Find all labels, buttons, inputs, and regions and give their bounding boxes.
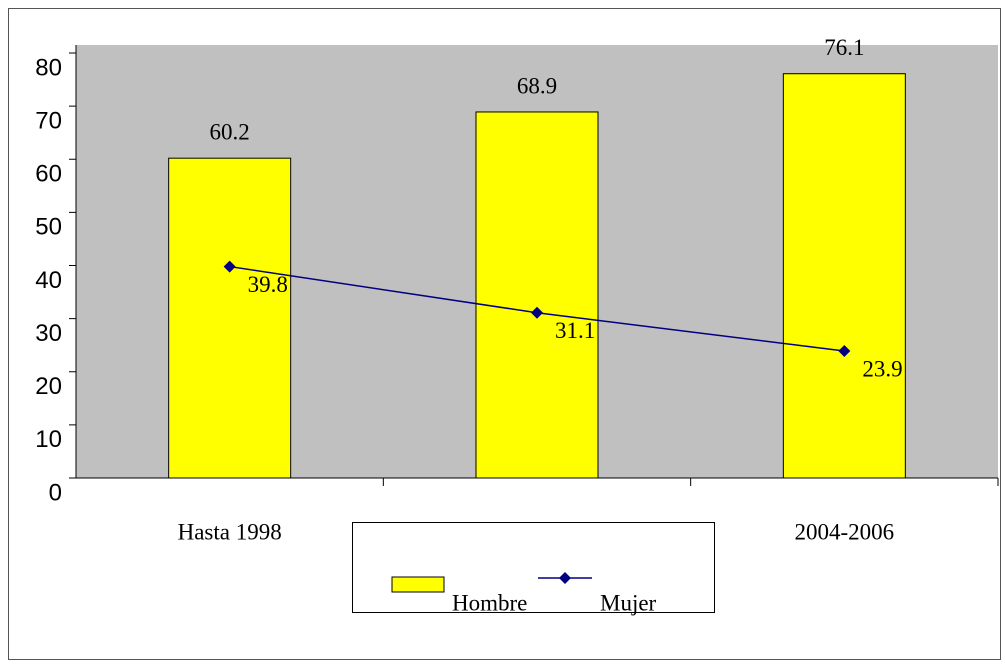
line-value-label: 31.1	[555, 318, 595, 343]
legend-label: Hombre	[452, 590, 527, 615]
line-marker	[223, 260, 236, 273]
y-tick-label: 50	[35, 214, 62, 241]
x-tick-label: 2004-2006	[794, 519, 894, 544]
line-marker	[838, 345, 851, 358]
y-tick-label: 20	[35, 373, 62, 400]
legend-label: Mujer	[600, 590, 657, 615]
line-value-label: 39.8	[248, 272, 288, 297]
y-tick-label: 80	[35, 54, 62, 81]
line-marker	[531, 306, 543, 319]
x-tick-label: Hasta 1998	[178, 519, 282, 544]
bar	[168, 157, 292, 479]
bar-value-label: 76.1	[824, 35, 864, 60]
y-tick-label: 60	[35, 161, 62, 188]
legend-box	[352, 522, 715, 613]
y-tick-label: 10	[35, 426, 62, 453]
y-tick-label: 40	[35, 267, 62, 294]
legend-marker	[559, 572, 571, 584]
bar-value-label: 68.9	[517, 73, 557, 98]
bar	[782, 73, 906, 479]
y-tick-label: 30	[35, 320, 62, 347]
line-value-label: 23.9	[862, 356, 902, 381]
bar	[475, 111, 599, 479]
y-tick-label: 0	[49, 479, 62, 506]
bar-value-label: 60.2	[210, 119, 250, 144]
y-tick-label: 70	[35, 107, 62, 134]
legend-swatch	[391, 576, 445, 593]
